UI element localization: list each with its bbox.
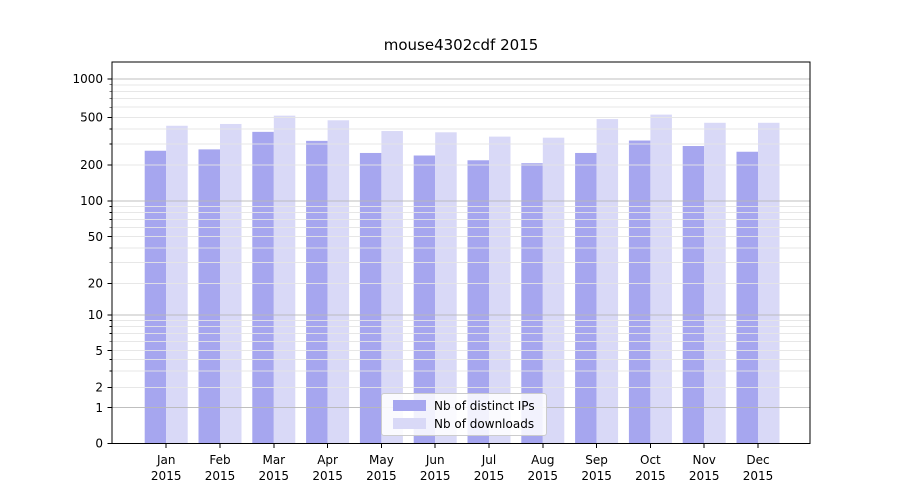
x-tick-label-year: 2015 [474,469,505,483]
legend-label-downloads: Nb of downloads [434,416,535,431]
legend-label-distinct-ips: Nb of distinct IPs [434,398,535,413]
y-tick-label: 5 [95,344,103,358]
bar-nov-distinct-ips [682,146,705,444]
x-tick-label-month: Sep [585,453,608,467]
bar-mar-downloads [273,115,296,444]
legend-item-downloads: Nb of downloads [382,417,546,431]
y-tick-label: 20 [88,277,103,291]
legend-swatch-distinct-ips [393,400,426,411]
x-tick-label-month: Apr [317,453,338,467]
bar-aug-downloads [542,137,565,444]
x-tick-label-month: Oct [640,453,661,467]
grid-layer [112,78,810,409]
x-tick-label-year: 2015 [581,469,612,483]
axes-layer [107,61,811,448]
y-tick-label: 2 [95,381,103,395]
bar-may-downloads [381,131,403,444]
bar-may-distinct-ips [359,152,382,444]
y-tick-label: 0 [95,437,103,451]
x-tick-label-year: 2015 [689,469,720,483]
x-tick-label-month: Mar [262,453,285,467]
x-tick-label-year: 2015 [420,469,451,483]
x-tick-label-month: Nov [692,453,715,467]
y-tick-label: 500 [80,111,103,125]
bar-feb-distinct-ips [198,149,220,444]
bar-jun-downloads [435,132,457,444]
plot-border [111,61,811,444]
y-tick-label: 50 [88,230,103,244]
bar-apr-downloads [327,120,350,444]
labels-layer: 10005002001005020105210Jan2015Feb2015Mar… [72,72,773,483]
bar-apr-distinct-ips [306,140,328,444]
x-tick-label-year: 2015 [528,469,559,483]
legend: Nb of distinct IPs Nb of downloads [381,393,547,436]
bar-oct-downloads [650,114,672,444]
y-tick-label: 100 [80,194,103,208]
x-tick-label-year: 2015 [743,469,774,483]
y-tick-label: 1 [95,401,103,415]
bar-jul-downloads [489,136,511,444]
x-tick-label-month: May [369,453,394,467]
bar-sep-downloads [596,119,619,444]
x-tick-label-month: Aug [531,453,554,467]
bar-jan-distinct-ips [144,150,167,444]
y-tick-label: 200 [80,158,103,172]
chart-title: mouse4302cdf 2015 [383,36,539,54]
bar-oct-distinct-ips [628,140,651,444]
x-tick-label-month: Jun [425,453,445,467]
bar-jan-downloads [166,125,188,444]
x-tick-label-year: 2015 [312,469,343,483]
legend-swatch-downloads [393,418,426,429]
bar-jul-distinct-ips [467,160,489,444]
x-tick-label-year: 2015 [635,469,666,483]
x-tick-label-year: 2015 [366,469,397,483]
x-tick-label-year: 2015 [205,469,236,483]
bar-dec-distinct-ips [736,151,758,444]
legend-item-distinct-ips: Nb of distinct IPs [382,399,546,413]
x-tick-label-month: Feb [209,453,230,467]
x-tick-label-month: Jul [481,453,496,467]
bar-aug-distinct-ips [521,163,543,444]
y-tick-label: 1000 [72,72,103,86]
bar-sep-distinct-ips [575,152,597,444]
x-tick-label-month: Dec [746,453,769,467]
x-tick-label-year: 2015 [151,469,182,483]
bar-mar-distinct-ips [252,131,274,444]
y-tick-label: 10 [88,308,103,322]
x-tick-label-year: 2015 [259,469,290,483]
x-tick-label-month: Jan [156,453,176,467]
